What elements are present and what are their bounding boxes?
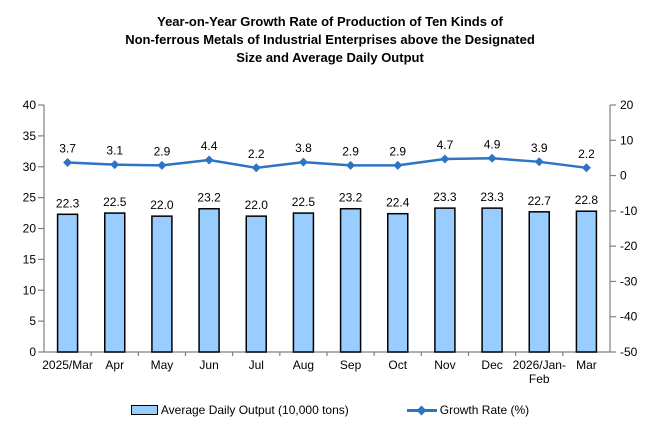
chart-title-line-1: Year-on-Year Growth Rate of Production o…	[157, 14, 503, 29]
legend-bar-label: Average Daily Output (10,000 tons)	[160, 403, 349, 417]
bar-value-label: 23.2	[339, 191, 363, 205]
line-value-label: 4.4	[201, 139, 218, 153]
bar-value-label: 22.5	[292, 195, 316, 209]
left-axis-tick-label: 35	[23, 129, 37, 143]
bar	[339, 207, 362, 353]
line-value-label: 2.9	[154, 144, 171, 158]
left-axis-tick-label: 20	[23, 222, 37, 236]
line-marker-diamond-icon	[110, 160, 120, 170]
bar	[198, 207, 220, 353]
line-marker-diamond-icon	[393, 160, 403, 170]
x-axis-category-label: Aug	[293, 358, 314, 372]
legend-line-label: Growth Rate (%)	[439, 403, 530, 417]
line-series-swatch-icon	[406, 405, 437, 415]
right-axis-tick-label: 0	[620, 169, 627, 183]
line-marker-diamond-icon	[251, 163, 261, 173]
left-axis-tick-label: 0	[29, 345, 36, 359]
left-axis-tick-label: 5	[29, 314, 36, 328]
bar-value-label: 22.7	[528, 194, 552, 208]
x-axis-category-label: Sep	[340, 358, 362, 372]
x-axis-category-label: 2026/Jan-	[513, 358, 566, 372]
bar-value-label: 22.0	[150, 198, 174, 212]
bar-series-swatch-icon	[130, 405, 158, 415]
line-value-label: 3.1	[106, 144, 123, 158]
bar	[528, 211, 550, 353]
line-marker-diamond-icon	[581, 163, 591, 173]
bar	[245, 215, 267, 353]
line-value-label: 2.9	[342, 144, 359, 158]
x-axis-category-label: Dec	[481, 358, 502, 372]
left-axis-tick-label: 10	[23, 283, 37, 297]
right-axis-tick-label: -20	[620, 239, 638, 253]
bar-value-label: 22.3	[56, 196, 80, 210]
right-axis-tick-label: -10	[620, 204, 638, 218]
chart-title-line-2: Non-ferrous Metals of Industrial Enterpr…	[125, 32, 535, 47]
left-axis-tick-label: 30	[23, 160, 37, 174]
legend-item-line: Growth Rate (%)	[406, 403, 530, 417]
right-axis-tick-label: 10	[620, 133, 634, 147]
right-axis-tick-label: -40	[620, 310, 638, 324]
bar-value-label: 22.0	[245, 198, 269, 212]
x-axis-category-label: Jun	[199, 358, 218, 372]
right-axis-tick-label: 20	[620, 98, 634, 112]
bar	[387, 212, 409, 353]
line-value-label: 2.9	[389, 144, 406, 158]
line-value-label: 2.2	[578, 147, 595, 161]
x-axis-category-label: Feb	[529, 372, 550, 386]
legend: Average Daily Output (10,000 tons) Growt…	[0, 403, 660, 417]
bar-value-label: 23.3	[480, 190, 504, 204]
line-marker-diamond-icon	[346, 160, 356, 170]
bar	[292, 212, 315, 353]
left-axis-tick-label: 25	[23, 191, 37, 205]
right-axis-tick-label: -30	[620, 274, 638, 288]
line-marker-diamond-icon	[487, 153, 497, 163]
left-axis-tick-label: 15	[23, 252, 37, 266]
bar	[434, 207, 456, 353]
bar	[56, 213, 79, 353]
line-value-label: 3.7	[59, 142, 76, 156]
x-axis-category-label: 2025/Mar	[42, 358, 93, 372]
bar-value-label: 22.5	[103, 195, 127, 209]
line-marker-diamond-icon	[157, 160, 167, 170]
line-value-label: 3.8	[295, 141, 312, 155]
line-value-label: 2.2	[248, 147, 265, 161]
bar	[481, 207, 503, 353]
line-marker-diamond-icon	[440, 154, 450, 164]
line-value-label: 4.9	[484, 137, 501, 151]
bar	[104, 212, 126, 353]
line-value-label: 4.7	[437, 138, 454, 152]
chart-title-line-3: Size and Average Daily Output	[236, 50, 424, 65]
legend-item-bar: Average Daily Output (10,000 tons)	[130, 403, 349, 417]
bar-value-label: 22.4	[386, 196, 410, 210]
line-marker-diamond-icon	[298, 157, 308, 167]
x-axis-category-label: Nov	[434, 358, 455, 372]
bar	[151, 215, 173, 353]
chart-title: Year-on-Year Growth Rate of Production o…	[0, 13, 660, 67]
line-marker-diamond-icon	[63, 158, 73, 168]
x-axis-category-label: Jul	[249, 358, 264, 372]
bar	[575, 210, 598, 353]
x-axis-category-label: Oct	[388, 358, 407, 372]
line-marker-diamond-icon	[204, 155, 214, 165]
bar-value-label: 23.2	[197, 191, 221, 205]
line-marker-diamond-icon	[534, 157, 544, 167]
bar-value-label: 22.8	[575, 193, 599, 207]
growth-rate-line	[67, 157, 587, 170]
x-axis-category-label: May	[151, 358, 174, 372]
right-axis-tick-label: -50	[620, 345, 638, 359]
line-value-label: 3.9	[531, 141, 548, 155]
x-axis-category-label: Apr	[105, 358, 124, 372]
left-axis-tick-label: 40	[23, 98, 37, 112]
bar-value-label: 23.3	[433, 190, 457, 204]
x-axis-category-label: Mar	[576, 358, 597, 372]
